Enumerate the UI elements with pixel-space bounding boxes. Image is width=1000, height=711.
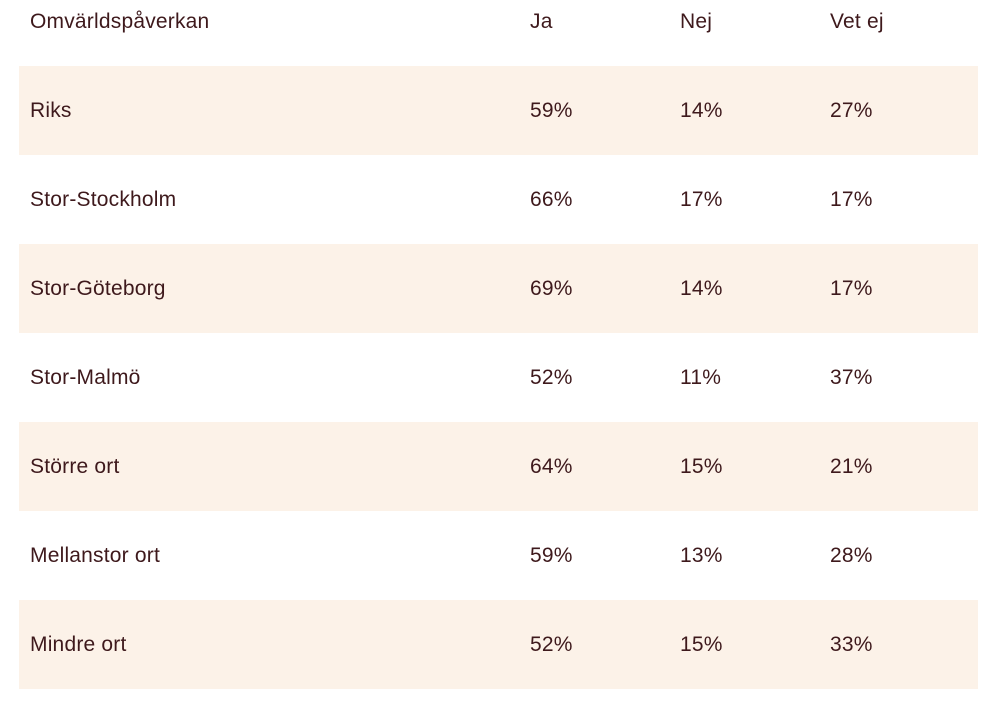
value-ja: 59%: [530, 543, 573, 567]
table-row-stor-malmo: Stor-Malmö 52% 11% 37%: [19, 333, 978, 422]
table-row-riks: Riks 59% 14% 27%: [19, 66, 978, 155]
header-category: Omvärldspåverkan: [30, 10, 210, 33]
value-ja: 64%: [530, 454, 573, 478]
value-vet-ej: 33%: [830, 632, 873, 656]
row-label: Stor-Stockholm: [30, 187, 177, 211]
table-row-stor-goteborg: Stor-Göteborg 69% 14% 17%: [19, 244, 978, 333]
row-label: Mindre ort: [30, 632, 127, 656]
value-nej: 15%: [680, 454, 723, 478]
row-label: Större ort: [30, 454, 120, 478]
value-nej: 15%: [680, 632, 723, 656]
row-label: Stor-Göteborg: [30, 276, 166, 300]
table-row-mellanstor-ort: Mellanstor ort 59% 13% 28%: [19, 511, 978, 600]
header-vet-ej: Vet ej: [830, 10, 884, 33]
value-vet-ej: 37%: [830, 365, 873, 389]
value-vet-ej: 27%: [830, 98, 873, 122]
table-header-row: Omvärldspåverkan Ja Nej Vet ej: [19, 0, 978, 66]
omvarldspaverkan-table: Omvärldspåverkan Ja Nej Vet ej Riks 59% …: [19, 0, 978, 689]
row-label: Mellanstor ort: [30, 543, 161, 567]
value-nej: 14%: [680, 98, 723, 122]
table-row-mindre-ort: Mindre ort 52% 15% 33%: [19, 600, 978, 689]
value-nej: 14%: [680, 276, 723, 300]
value-ja: 52%: [530, 632, 573, 656]
value-vet-ej: 28%: [830, 543, 873, 567]
value-ja: 66%: [530, 187, 573, 211]
value-nej: 17%: [680, 187, 723, 211]
table-row-storre-ort: Större ort 64% 15% 21%: [19, 422, 978, 511]
header-ja: Ja: [530, 10, 553, 33]
value-ja: 52%: [530, 365, 573, 389]
header-nej: Nej: [680, 10, 713, 33]
value-vet-ej: 17%: [830, 187, 873, 211]
value-nej: 13%: [680, 543, 723, 567]
value-ja: 69%: [530, 276, 573, 300]
table-row-stor-stockholm: Stor-Stockholm 66% 17% 17%: [19, 155, 978, 244]
value-vet-ej: 21%: [830, 454, 873, 478]
row-label: Stor-Malmö: [30, 365, 141, 389]
value-vet-ej: 17%: [830, 276, 873, 300]
value-nej: 11%: [680, 365, 722, 389]
row-label: Riks: [30, 98, 72, 122]
value-ja: 59%: [530, 98, 573, 122]
